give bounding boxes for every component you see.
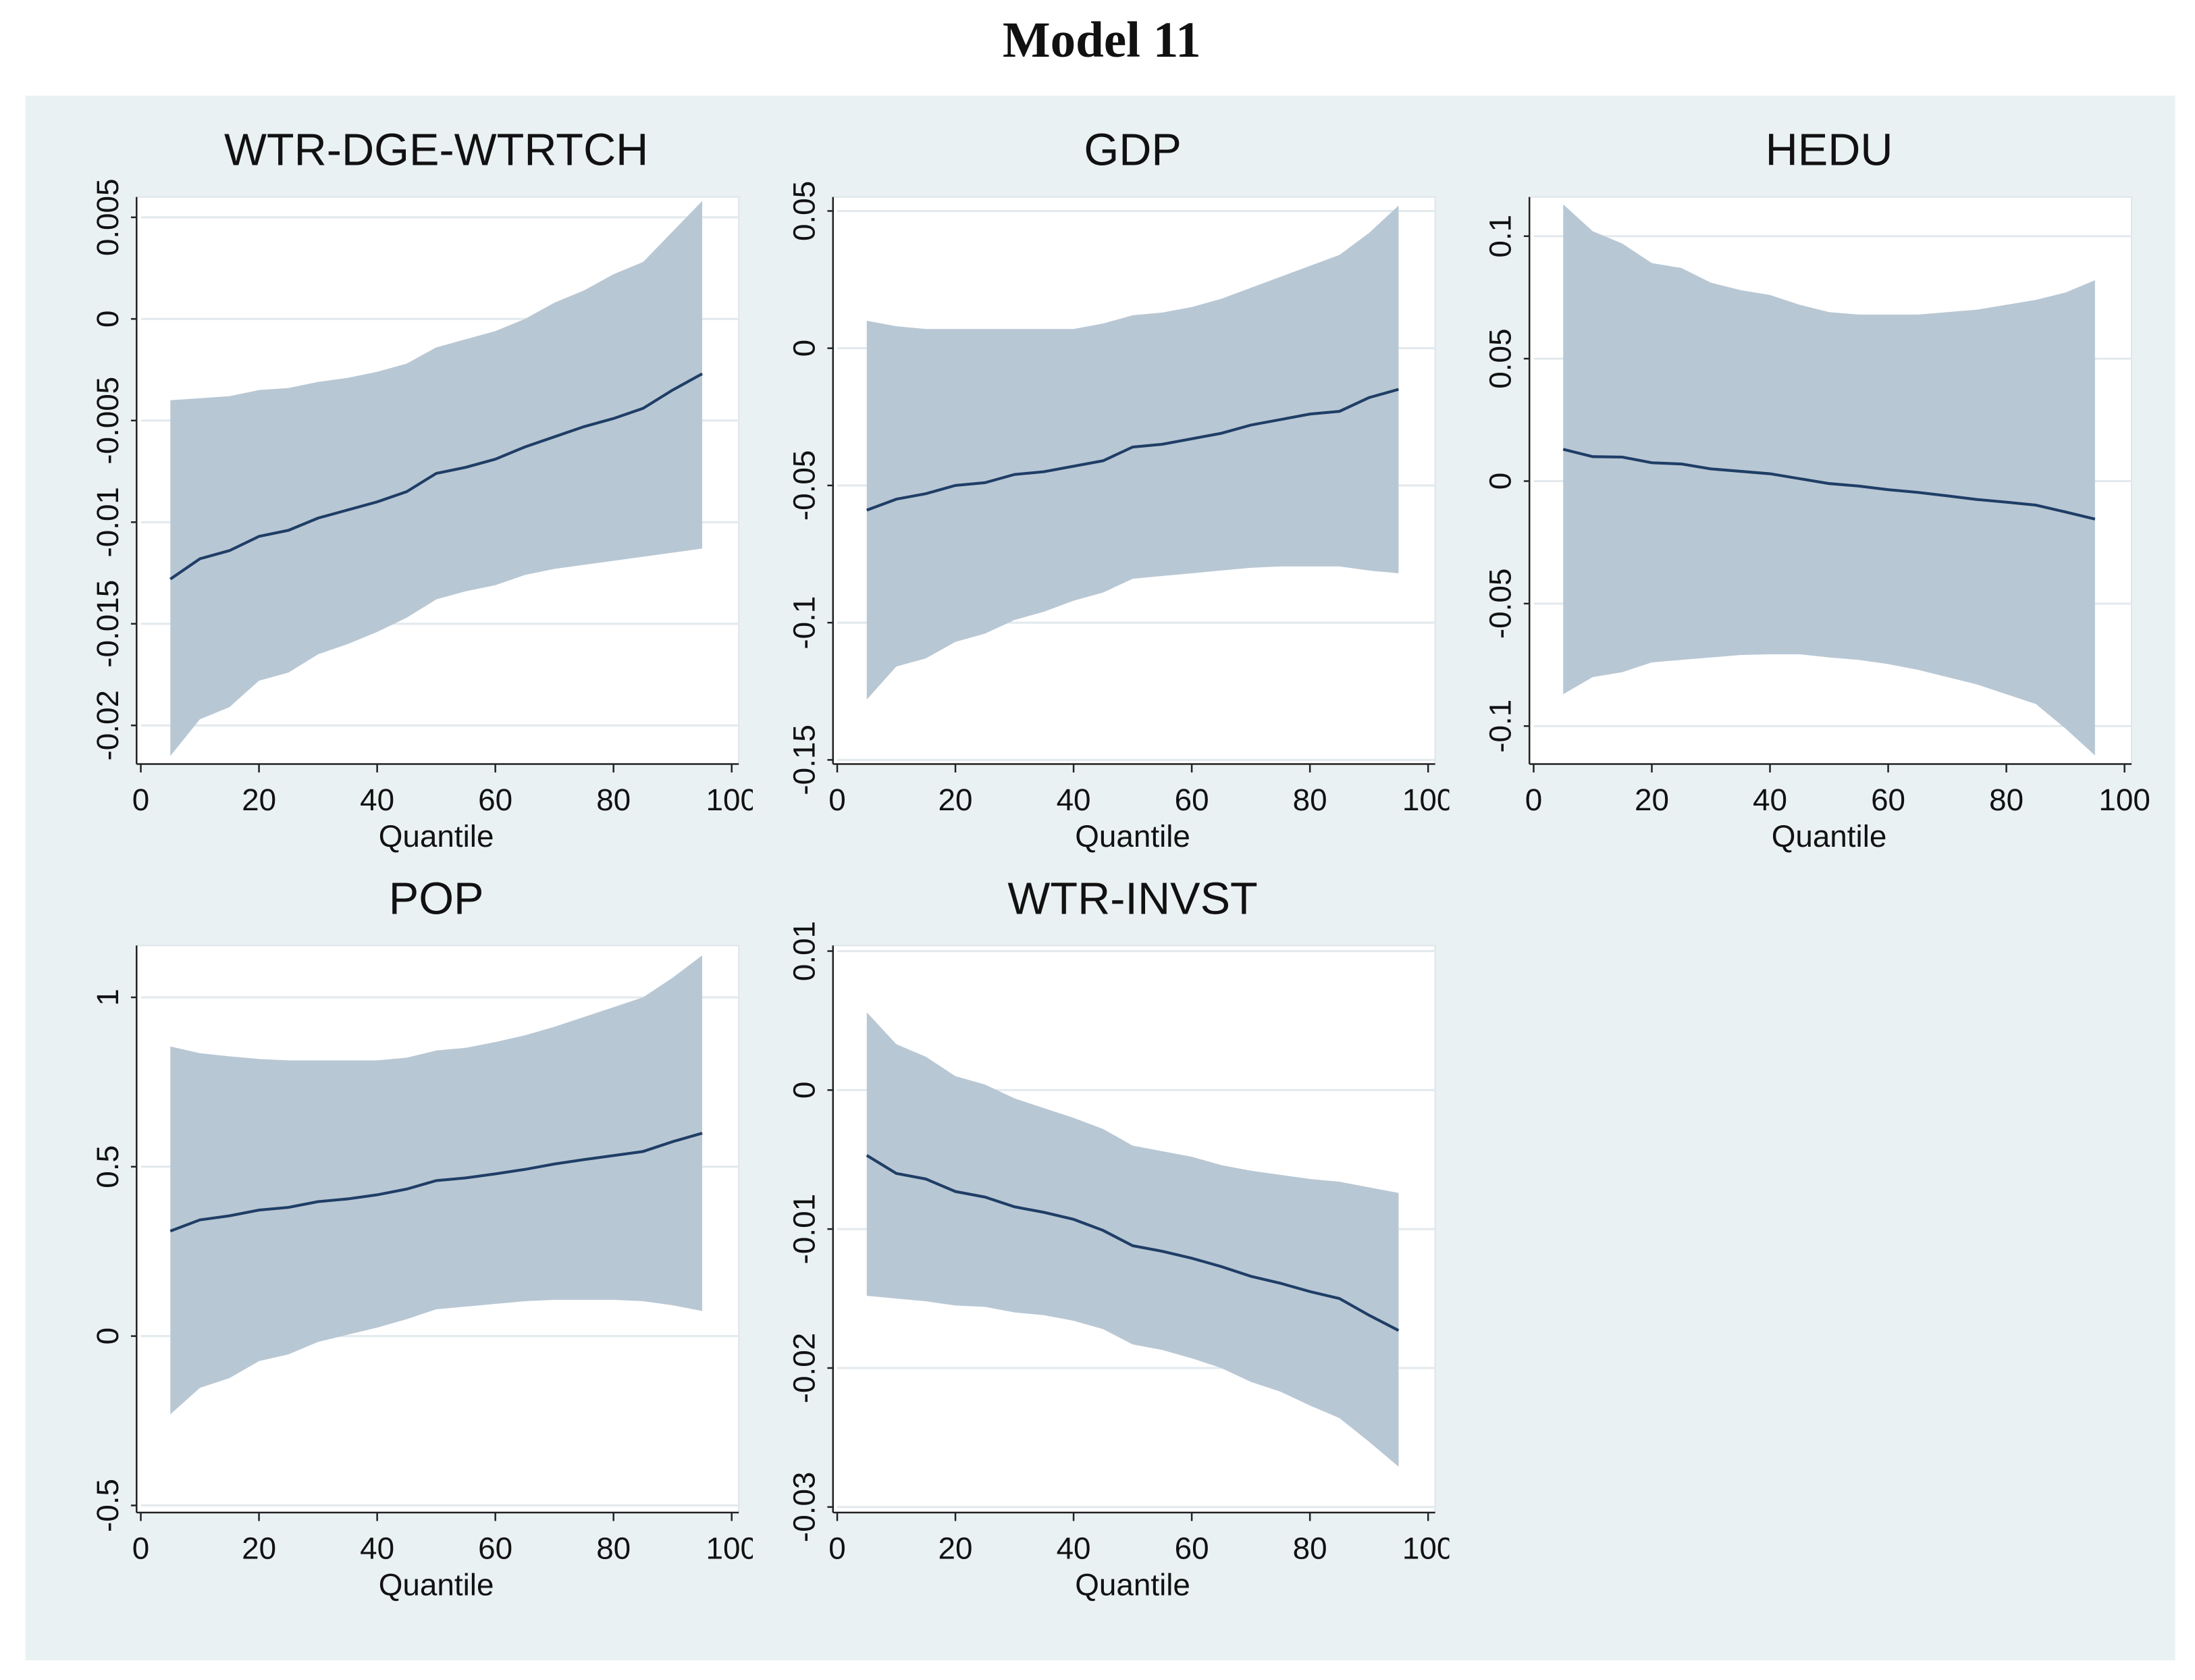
x-axis-label: Quantile xyxy=(379,819,494,854)
y-tick-label: 0 xyxy=(787,340,821,357)
x-tick-label: 0 xyxy=(1525,783,1543,817)
chart-title: WTR-INVST xyxy=(1007,874,1257,924)
x-tick-label: 40 xyxy=(1753,783,1787,817)
x-tick-label: 60 xyxy=(1175,1531,1209,1565)
x-tick-label: 80 xyxy=(596,783,631,817)
x-tick-label: 40 xyxy=(360,1531,394,1565)
x-tick-label: 20 xyxy=(938,1531,973,1565)
x-tick-label: 20 xyxy=(938,783,973,817)
x-axis-label: Quantile xyxy=(1075,819,1190,854)
y-tick-label: -0.02 xyxy=(787,1333,821,1403)
y-tick-label: -0.05 xyxy=(1483,569,1518,639)
subplot: WTR-INVST -0.03 -0.02 -0.01 0 0.01 0 20 40 60 80 10… xyxy=(787,874,1454,1602)
chart-title: POP xyxy=(389,874,484,924)
x-tick-label: 20 xyxy=(242,783,276,817)
x-tick-label: 40 xyxy=(360,783,394,817)
x-tick-label: 20 xyxy=(242,1531,276,1565)
confidence-band xyxy=(170,201,702,756)
estimate-line xyxy=(866,388,1399,512)
x-tick-label: 100 xyxy=(706,783,757,817)
y-tick-label: -0.05 xyxy=(787,450,821,521)
x-tick-label: 60 xyxy=(1871,783,1905,817)
x-axis-label: Quantile xyxy=(1772,819,1887,854)
estimate-line xyxy=(169,1132,703,1233)
estimate-line xyxy=(169,372,703,581)
y-tick-label: 0 xyxy=(1483,473,1518,490)
confidence-band xyxy=(1563,204,2095,756)
x-tick-label: 100 xyxy=(1402,783,1454,817)
y-tick-label: 0.5 xyxy=(90,1145,125,1188)
y-tick-label: -0.01 xyxy=(90,487,125,557)
y-tick-label: -0.02 xyxy=(90,690,125,760)
x-tick-label: 60 xyxy=(478,783,512,817)
x-tick-label: 80 xyxy=(596,1531,631,1565)
x-tick-label: 60 xyxy=(478,1531,512,1565)
chart-title: HEDU xyxy=(1766,126,1893,176)
x-tick-label: 40 xyxy=(1057,1531,1091,1565)
x-tick-label: 0 xyxy=(132,783,150,817)
x-tick-label: 80 xyxy=(1293,783,1327,817)
x-tick-label: 100 xyxy=(1402,1531,1454,1565)
subplot: GDP -0.15 -0.1 -0.05 0 0.05 0 20 40 60 80 100 Quanti… xyxy=(787,126,1454,854)
y-tick-label: -0.015 xyxy=(90,580,125,668)
y-tick-label: -0.5 xyxy=(90,1479,125,1532)
subplot: HEDU -0.1 -0.05 0 0.05 0.1 0 20 40 60 80 100 Quantil… xyxy=(1483,126,2150,854)
x-tick-label: 0 xyxy=(132,1531,150,1565)
y-tick-label: 0.1 xyxy=(1483,215,1518,258)
x-tick-label: 20 xyxy=(1635,783,1669,817)
subplot: WTR-DGE-WTRTCH -0.02 -0.015 -0.01 -0.005 0 0.0… xyxy=(90,126,757,854)
figure-title: Model 11 xyxy=(1003,12,1201,68)
x-tick-label: 0 xyxy=(828,783,846,817)
y-tick-label: 0.005 xyxy=(90,178,125,256)
y-tick-label: 1 xyxy=(90,989,125,1006)
confidence-band xyxy=(866,205,1399,700)
y-tick-label: 0 xyxy=(787,1082,821,1099)
confidence-band xyxy=(170,955,702,1415)
y-tick-label: 0.05 xyxy=(1483,329,1518,389)
x-tick-label: 100 xyxy=(706,1531,757,1565)
y-tick-label: -0.005 xyxy=(90,377,125,465)
y-tick-label: -0.1 xyxy=(1483,700,1518,753)
x-tick-label: 80 xyxy=(1293,1531,1327,1565)
chart-title: GDP xyxy=(1084,126,1181,176)
estimate-line xyxy=(1562,448,2096,521)
x-tick-label: 0 xyxy=(828,1531,846,1565)
x-tick-label: 60 xyxy=(1175,783,1209,817)
y-tick-label: 0.01 xyxy=(787,921,821,981)
y-tick-label: -0.01 xyxy=(787,1194,821,1264)
estimate-line xyxy=(866,1154,1400,1332)
x-axis-label: Quantile xyxy=(379,1568,494,1602)
confidence-band xyxy=(866,1012,1399,1467)
y-tick-label: -0.03 xyxy=(787,1472,821,1542)
y-tick-label: -0.15 xyxy=(787,725,821,795)
y-tick-label: -0.1 xyxy=(787,596,821,650)
x-tick-label: 80 xyxy=(1989,783,2024,817)
x-axis-label: Quantile xyxy=(1075,1568,1190,1602)
y-tick-label: 0.05 xyxy=(787,181,821,241)
chart-title: WTR-DGE-WTRTCH xyxy=(224,126,648,176)
x-tick-label: 40 xyxy=(1057,783,1091,817)
y-tick-label: 0 xyxy=(90,1328,125,1345)
y-tick-label: 0 xyxy=(90,311,125,328)
x-tick-label: 100 xyxy=(2098,783,2150,817)
